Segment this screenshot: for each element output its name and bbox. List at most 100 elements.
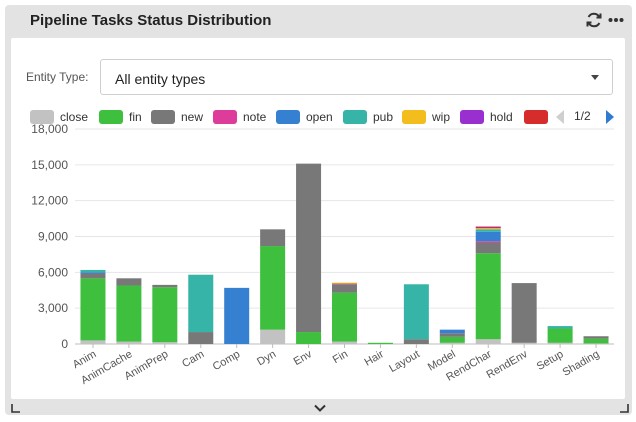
bar-segment [403, 339, 429, 344]
pager-prev-icon[interactable] [556, 110, 564, 124]
bar-segment [152, 284, 178, 288]
bar-segment [332, 341, 357, 344]
bar-segment [547, 342, 573, 344]
y-tick-label: 0 [61, 337, 68, 351]
bar-segment [583, 336, 609, 339]
legend-swatch [213, 110, 237, 124]
legend-swatch [276, 110, 300, 124]
bar-segment [332, 284, 357, 293]
legend-swatch [343, 110, 367, 124]
legend-label: new [181, 110, 204, 124]
bar-segment [116, 285, 142, 342]
bar-segment [583, 338, 609, 344]
bar-segment [80, 272, 106, 274]
bar-segment [116, 278, 142, 286]
refresh-icon[interactable] [583, 9, 605, 31]
resize-corner-left-icon[interactable] [11, 403, 21, 413]
bar-segment [332, 283, 357, 285]
bar-segment [547, 326, 573, 329]
bar-segment [296, 163, 322, 333]
x-tick-label: Shading [561, 348, 602, 379]
caret-down-icon [591, 75, 599, 80]
bar-segment [296, 332, 322, 344]
bar-segment [475, 226, 501, 228]
bar-segment [152, 287, 178, 343]
y-tick-label: 3,000 [38, 301, 68, 315]
bar-segment [475, 231, 501, 242]
more-horizontal-icon[interactable] [605, 9, 627, 31]
bar-segment [475, 241, 501, 243]
pager-page: 1/2 [574, 109, 591, 123]
bar-segment [475, 227, 501, 229]
legend-item[interactable]: open [276, 109, 333, 125]
bar-segment [511, 342, 537, 344]
legend-item[interactable]: close [30, 109, 88, 125]
legend-item[interactable]: pub [343, 109, 393, 125]
y-tick-label: 18,000 [31, 122, 68, 136]
bar-segment [80, 278, 106, 341]
bar-segment [475, 228, 501, 230]
bar-segment [116, 341, 142, 344]
widget-title: Pipeline Tasks Status Distribution [30, 12, 272, 29]
x-tick-label: Comp [211, 348, 242, 373]
bar-segment [332, 282, 357, 284]
legend-swatch [30, 110, 54, 124]
x-tick-label: Layout [387, 348, 422, 375]
bar-segment [475, 229, 501, 232]
legend-item[interactable]: fin [99, 109, 142, 125]
bar-segment [475, 253, 501, 340]
bar-segment [260, 246, 286, 330]
y-tick-label: 6,000 [38, 265, 68, 279]
x-tick-label: Cam [180, 348, 206, 370]
legend-swatch [402, 110, 426, 124]
x-tick-label: RendEnv [484, 348, 530, 381]
chevron-down-icon[interactable] [314, 404, 326, 413]
bar-segment [152, 342, 178, 344]
bar-segment [80, 340, 106, 344]
legend-item[interactable]: note [213, 109, 266, 125]
entity-type-select[interactable]: All entity types [100, 59, 613, 95]
bar-segment [80, 269, 106, 273]
legend-label: fin [129, 110, 142, 124]
legend-label: wip [432, 110, 451, 124]
y-tick-label: 9,000 [38, 230, 68, 244]
chart-legend: close fin new note open pub wip hold [30, 108, 560, 126]
bar-segment [547, 328, 573, 343]
bar-segment [367, 342, 393, 344]
bar-segment [188, 274, 214, 333]
legend-pager: 1/2 [552, 108, 622, 126]
bar-segment [439, 333, 465, 337]
legend-swatch [524, 110, 548, 124]
bar-segment [260, 229, 286, 247]
bar-segment [188, 332, 214, 344]
bar-segment [439, 329, 465, 334]
legend-label: open [306, 110, 333, 124]
x-tick-label: Env [292, 348, 315, 368]
x-tick-label: Dyn [255, 348, 278, 368]
bar-segment [224, 287, 250, 344]
bar-segment [80, 273, 106, 279]
x-tick-label: Fin [331, 348, 350, 366]
legend-item[interactable]: hold [460, 109, 513, 125]
legend-item[interactable]: new [151, 109, 203, 125]
legend-item[interactable]: wip [402, 109, 450, 125]
bar-segment [403, 284, 429, 340]
resize-corner-right-icon[interactable] [619, 403, 629, 413]
bar-segment [475, 242, 501, 254]
bar-segment [439, 336, 465, 343]
bar-segment [583, 343, 609, 344]
bar-segment [511, 283, 537, 343]
legend-label: pub [373, 110, 394, 124]
y-tick-label: 12,000 [31, 194, 68, 208]
legend-item[interactable] [524, 109, 554, 125]
bar-segment [260, 329, 286, 344]
pager-next-icon[interactable] [606, 110, 614, 124]
bar-segment [475, 339, 501, 344]
legend-swatch [460, 110, 484, 124]
legend-label: hold [490, 110, 513, 124]
legend-label: close [60, 110, 89, 124]
x-tick-label: Hair [362, 348, 386, 369]
legend-swatch [151, 110, 175, 124]
bar-segment [332, 292, 357, 342]
y-tick-label: 15,000 [31, 158, 68, 172]
